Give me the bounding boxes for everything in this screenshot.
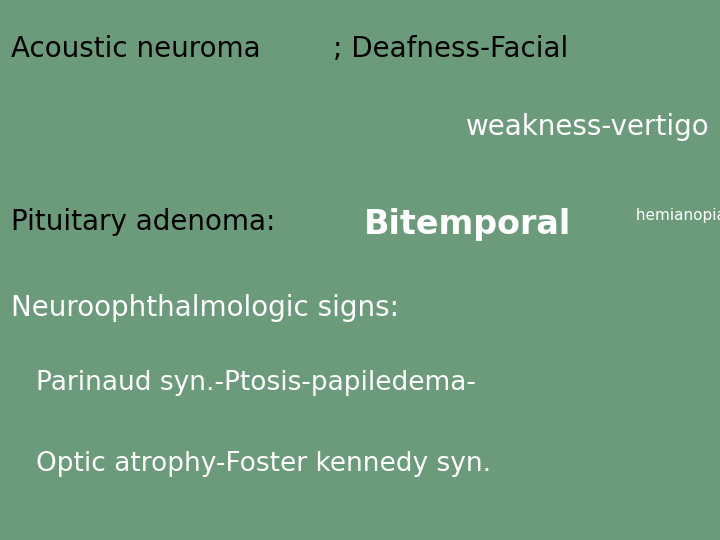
Text: Acoustic neuroma: Acoustic neuroma bbox=[11, 35, 261, 63]
Text: Optic atrophy-Foster kennedy syn.: Optic atrophy-Foster kennedy syn. bbox=[36, 451, 491, 477]
Text: weakness-vertigo: weakness-vertigo bbox=[466, 113, 709, 141]
Text: Parinaud syn.-Ptosis-papiledema-: Parinaud syn.-Ptosis-papiledema- bbox=[36, 370, 476, 396]
Text: hemianopia: hemianopia bbox=[631, 208, 720, 223]
Text: ; Deafness-Facial: ; Deafness-Facial bbox=[333, 35, 568, 63]
Text: Pituitary adenoma:: Pituitary adenoma: bbox=[11, 208, 284, 236]
Text: Bitemporal: Bitemporal bbox=[364, 208, 571, 241]
Text: Neuroophthalmologic signs:: Neuroophthalmologic signs: bbox=[11, 294, 399, 322]
